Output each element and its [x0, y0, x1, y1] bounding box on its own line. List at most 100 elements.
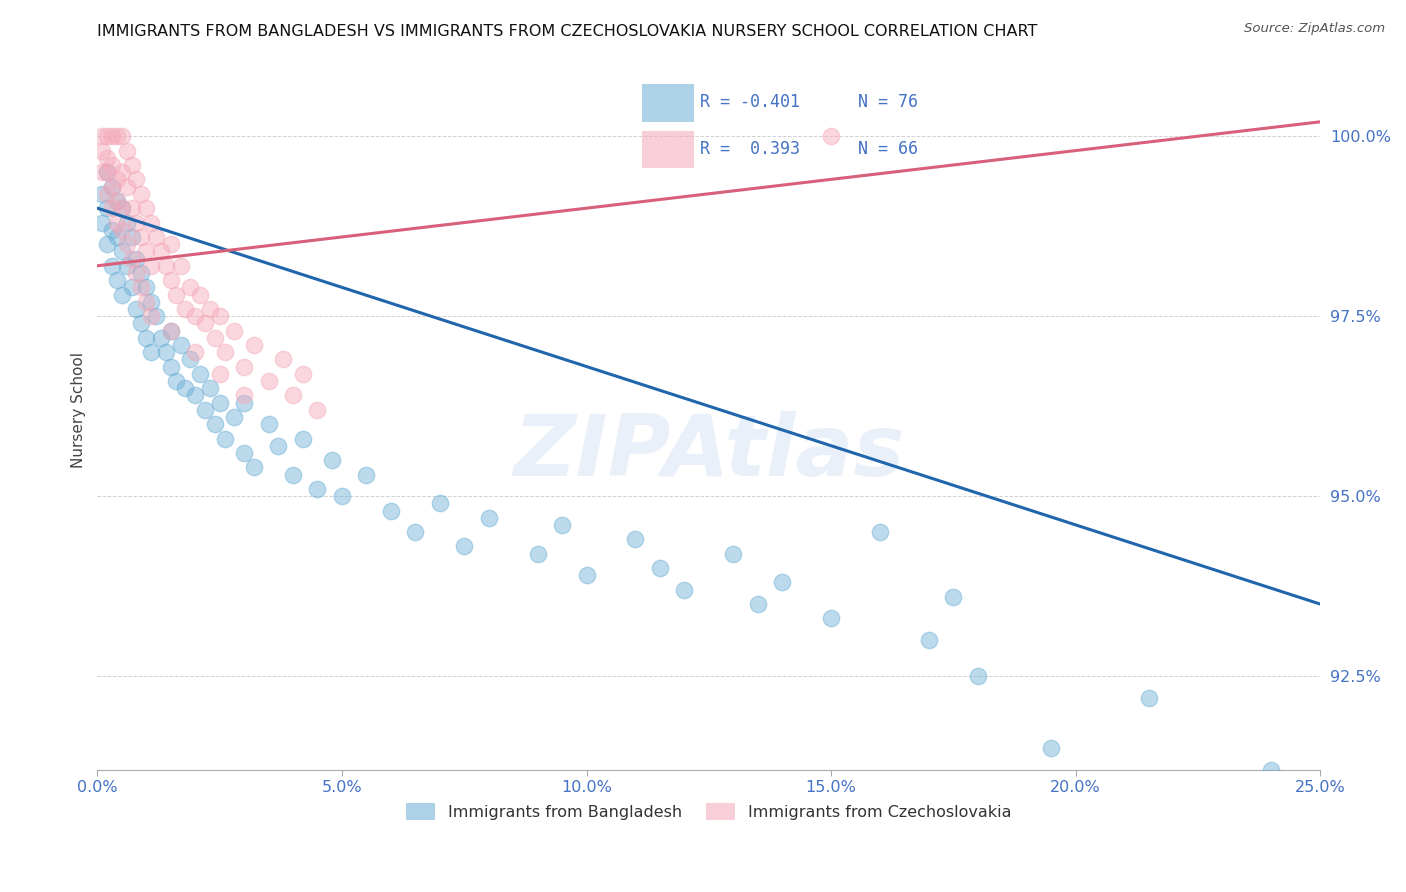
Point — [723, 547, 745, 561]
Point — [1137, 690, 1160, 705]
Point — [214, 432, 236, 446]
Point — [648, 561, 671, 575]
Point — [179, 352, 201, 367]
Point — [233, 359, 256, 374]
Point — [1260, 763, 1282, 777]
Point — [429, 496, 451, 510]
Point — [966, 669, 988, 683]
Point — [307, 482, 329, 496]
Point — [267, 439, 290, 453]
Point — [770, 575, 793, 590]
Point — [526, 547, 548, 561]
Point — [111, 201, 134, 215]
Point — [121, 280, 143, 294]
Point — [291, 367, 314, 381]
Point — [105, 216, 128, 230]
Point — [188, 367, 211, 381]
Legend: Immigrants from Bangladesh, Immigrants from Czechoslovakia: Immigrants from Bangladesh, Immigrants f… — [401, 797, 1018, 827]
Point — [184, 388, 207, 402]
Point — [404, 525, 426, 540]
Point — [115, 259, 138, 273]
Point — [131, 230, 153, 244]
Point — [198, 301, 221, 316]
Point — [131, 280, 153, 294]
Point — [111, 129, 134, 144]
Point — [115, 216, 138, 230]
Point — [149, 244, 172, 259]
Point — [673, 582, 696, 597]
Point — [121, 158, 143, 172]
Point — [159, 324, 181, 338]
Point — [243, 460, 266, 475]
Point — [478, 510, 501, 524]
Point — [281, 467, 304, 482]
Point — [169, 259, 191, 273]
Point — [115, 237, 138, 252]
Point — [141, 216, 163, 230]
Point — [141, 259, 163, 273]
Point — [141, 345, 163, 359]
Point — [747, 597, 769, 611]
Point — [224, 324, 246, 338]
Point — [145, 309, 167, 323]
Point — [356, 467, 378, 482]
Point — [194, 316, 217, 330]
Point — [918, 633, 941, 648]
Point — [820, 129, 842, 144]
Point — [184, 345, 207, 359]
Point — [141, 309, 163, 323]
Point — [188, 287, 211, 301]
Point — [105, 273, 128, 287]
Point — [96, 165, 118, 179]
Point — [135, 244, 157, 259]
Point — [208, 395, 231, 409]
Point — [115, 179, 138, 194]
Point — [125, 172, 148, 186]
Point — [121, 252, 143, 266]
Point — [91, 129, 114, 144]
Point — [135, 280, 157, 294]
Point — [233, 446, 256, 460]
Point — [101, 179, 124, 194]
Point — [121, 201, 143, 215]
Point — [380, 503, 402, 517]
Point — [184, 309, 207, 323]
Point — [91, 186, 114, 201]
Point — [233, 395, 256, 409]
Point — [159, 359, 181, 374]
Point — [233, 388, 256, 402]
Point — [96, 151, 118, 165]
Point — [101, 129, 124, 144]
Point — [321, 453, 343, 467]
Point — [101, 259, 124, 273]
Point — [194, 402, 217, 417]
Point — [96, 201, 118, 215]
Point — [96, 165, 118, 179]
Point — [111, 223, 134, 237]
Point — [101, 223, 124, 237]
Point — [125, 216, 148, 230]
Point — [96, 186, 118, 201]
Text: Source: ZipAtlas.com: Source: ZipAtlas.com — [1244, 22, 1385, 36]
Point — [155, 259, 177, 273]
Point — [111, 244, 134, 259]
Y-axis label: Nursery School: Nursery School — [72, 351, 86, 467]
Point — [281, 388, 304, 402]
Point — [208, 367, 231, 381]
Point — [131, 266, 153, 280]
Point — [135, 294, 157, 309]
Point — [125, 266, 148, 280]
Point — [174, 381, 197, 395]
Point — [141, 294, 163, 309]
Point — [243, 338, 266, 352]
Point — [204, 417, 226, 431]
Point — [125, 252, 148, 266]
Point — [91, 165, 114, 179]
Point — [453, 540, 475, 554]
Point — [575, 568, 598, 582]
Point — [820, 611, 842, 625]
Point — [159, 324, 181, 338]
Point — [204, 331, 226, 345]
Point — [96, 129, 118, 144]
Point — [135, 201, 157, 215]
